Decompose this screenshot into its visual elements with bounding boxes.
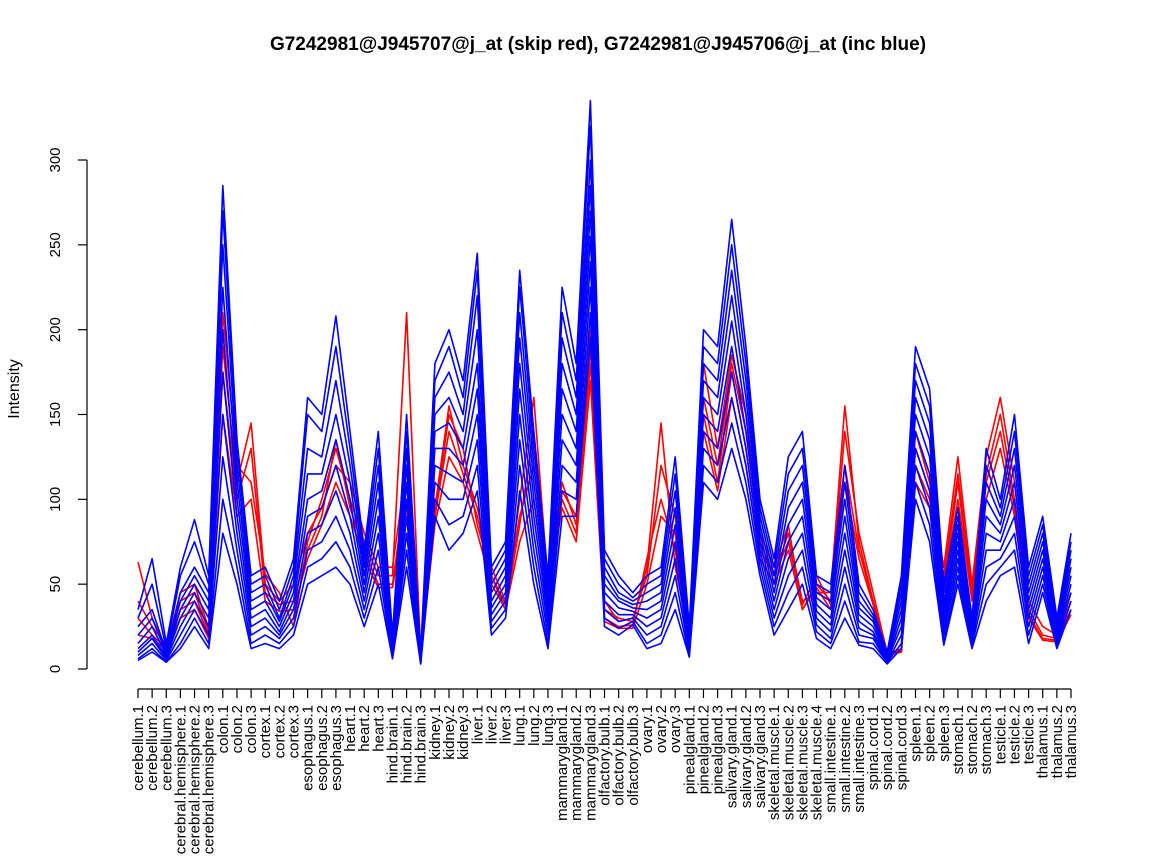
x-tick-label: colon.2 <box>229 705 246 753</box>
x-tick-label: cerebral.hemisphere.3 <box>201 705 218 854</box>
x-tick-label: olfactory.bulb.3 <box>625 705 642 806</box>
y-tick-label: 300 <box>47 147 64 172</box>
x-tick-label: cerebral.hemisphere.1 <box>172 705 189 854</box>
x-tick-label: lung.2 <box>526 705 543 746</box>
x-tick-label: stomach.2 <box>964 705 981 774</box>
x-tick-label: esophagus.1 <box>300 705 317 791</box>
x-tick-label: salivary.gland.1 <box>724 705 741 808</box>
x-tick-label: lung.3 <box>540 705 557 746</box>
x-tick-label: small.intestine.2 <box>837 705 854 813</box>
x-tick-label: esophagus.2 <box>314 705 331 791</box>
x-tick-label: small.intestine.1 <box>823 705 840 813</box>
x-tick-label: spleen.2 <box>922 705 939 762</box>
series-line-inc-10 <box>137 337 1072 665</box>
x-tick-label: olfactory.bulb.2 <box>611 705 628 806</box>
x-tick-label: testicle.2 <box>1006 705 1023 764</box>
x-axis: cerebellum.1cerebellum.2cerebellum.3cere… <box>130 688 1080 854</box>
x-tick-label: cerebellum.3 <box>158 705 175 791</box>
x-tick-label: skeletal.muscle.4 <box>809 705 826 820</box>
x-tick-label: pinealgland.3 <box>710 705 727 794</box>
y-tick-label: 150 <box>47 402 64 427</box>
y-axis-label: Intensity <box>6 359 23 419</box>
x-tick-label: colon.3 <box>243 705 260 753</box>
x-tick-label: colon.1 <box>215 705 232 753</box>
x-tick-label: heart.2 <box>356 705 373 752</box>
x-ticks: cerebellum.1cerebellum.2cerebellum.3cere… <box>130 689 1080 854</box>
x-tick-label: cortex.3 <box>286 705 303 758</box>
x-tick-label: pinealgland.2 <box>695 705 712 794</box>
x-tick-label: stomach.3 <box>978 705 995 774</box>
series-lines <box>137 99 1072 665</box>
x-tick-label: kidney.3 <box>455 705 472 760</box>
x-tick-label: cortex.2 <box>271 705 288 758</box>
x-tick-label: kidney.1 <box>427 705 444 760</box>
x-tick-label: cerebellum.2 <box>144 705 161 791</box>
x-tick-label: olfactory.bulb.1 <box>597 705 614 806</box>
x-tick-label: ovary.1 <box>639 705 656 753</box>
x-tick-label: heart.1 <box>342 705 359 752</box>
x-tick-label: lung.1 <box>512 705 529 746</box>
y-axis: 0 50 100 150 200 250 300 <box>47 147 88 673</box>
y-tick-label: 250 <box>47 232 64 257</box>
x-tick-label: salivary.gland.3 <box>752 705 769 808</box>
x-tick-label: hind.brain.2 <box>399 705 416 783</box>
x-tick-label: cerebral.hemisphere.2 <box>187 705 204 854</box>
x-tick-label: ovary.2 <box>653 705 670 753</box>
x-tick-label: testicle.1 <box>992 705 1009 764</box>
x-tick-label: kidney.2 <box>441 705 458 760</box>
y-tick-label: 100 <box>47 487 64 512</box>
x-tick-label: thalamus.2 <box>1049 705 1066 778</box>
x-tick-label: spleen.1 <box>908 705 925 762</box>
x-tick-label: ovary.3 <box>667 705 684 753</box>
chart-title: G7242981@J945707@j_at (skip red), G72429… <box>270 34 926 55</box>
x-tick-label: hind.brain.3 <box>413 705 430 783</box>
x-tick-label: stomach.1 <box>950 705 967 774</box>
x-tick-label: skeletal.muscle.1 <box>766 705 783 820</box>
x-tick-label: cortex.1 <box>257 705 274 758</box>
x-tick-label: thalamus.1 <box>1035 705 1052 778</box>
x-tick-label: salivary.gland.2 <box>738 705 755 808</box>
x-tick-label: cerebellum.1 <box>130 705 147 791</box>
x-tick-label: skeletal.muscle.3 <box>794 705 811 820</box>
x-tick-label: pinealgland.1 <box>681 705 698 794</box>
x-tick-label: esophagus.3 <box>328 705 345 791</box>
x-tick-label: thalamus.3 <box>1063 705 1080 778</box>
x-tick-label: spinal.cord.2 <box>879 705 896 790</box>
x-tick-label: spleen.3 <box>936 705 953 762</box>
x-tick-label: liver.3 <box>498 705 515 744</box>
x-tick-label: mammarygland.3 <box>582 705 599 821</box>
x-tick-label: heart.3 <box>370 705 387 752</box>
x-tick-label: spinal.cord.3 <box>893 705 910 790</box>
y-tick-label: 200 <box>47 317 64 342</box>
y-ticks: 0 50 100 150 200 250 300 <box>47 147 87 673</box>
y-tick-label: 50 <box>47 576 64 593</box>
x-tick-label: liver.2 <box>483 705 500 744</box>
x-tick-label: liver.1 <box>469 705 486 744</box>
y-tick-label: 0 <box>47 665 64 673</box>
x-tick-label: spinal.cord.1 <box>865 705 882 790</box>
x-tick-label: small.intestine.3 <box>851 705 868 813</box>
x-tick-label: testicle.3 <box>1021 705 1038 764</box>
x-tick-label: skeletal.muscle.2 <box>780 705 797 820</box>
x-tick-label: mammarygland.2 <box>568 705 585 821</box>
x-tick-label: mammarygland.1 <box>554 705 571 821</box>
x-tick-label: hind.brain.1 <box>384 705 401 783</box>
